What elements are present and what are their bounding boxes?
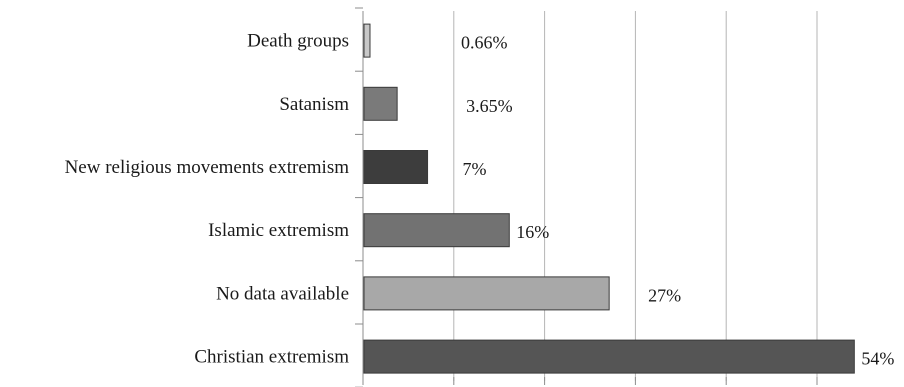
- bar-death-groups: [363, 23, 371, 58]
- data-label: 0.66%: [461, 33, 508, 53]
- category-label: No data available: [216, 283, 349, 304]
- value-axis: [355, 7, 818, 387]
- category-label: Islamic extremism: [208, 220, 349, 241]
- data-labels: 0.66% 3.65% 7% 16% 27% 54%: [461, 33, 894, 369]
- bar-christian-extremism: [363, 339, 855, 374]
- category-label: Christian extremism: [194, 347, 349, 368]
- category-labels: Death groups Satanism New religious moveme…: [65, 31, 350, 368]
- gridlines: [453, 11, 818, 381]
- bar-islamic-extremism: [363, 213, 510, 248]
- bar-satanism: [363, 86, 398, 121]
- bar-new-religious-movements-extremism: [363, 150, 429, 184]
- category-label: New religious movements extremism: [65, 157, 350, 178]
- category-label: Satanism: [279, 94, 349, 115]
- data-label: 27%: [648, 285, 681, 305]
- data-label: 16%: [516, 222, 549, 242]
- data-label: 54%: [861, 349, 894, 369]
- bars: [363, 23, 855, 374]
- data-label: 3.65%: [466, 96, 512, 116]
- bar-no-data-available: [363, 276, 610, 311]
- data-label: 7%: [463, 159, 487, 179]
- category-label: Death groups: [247, 31, 349, 52]
